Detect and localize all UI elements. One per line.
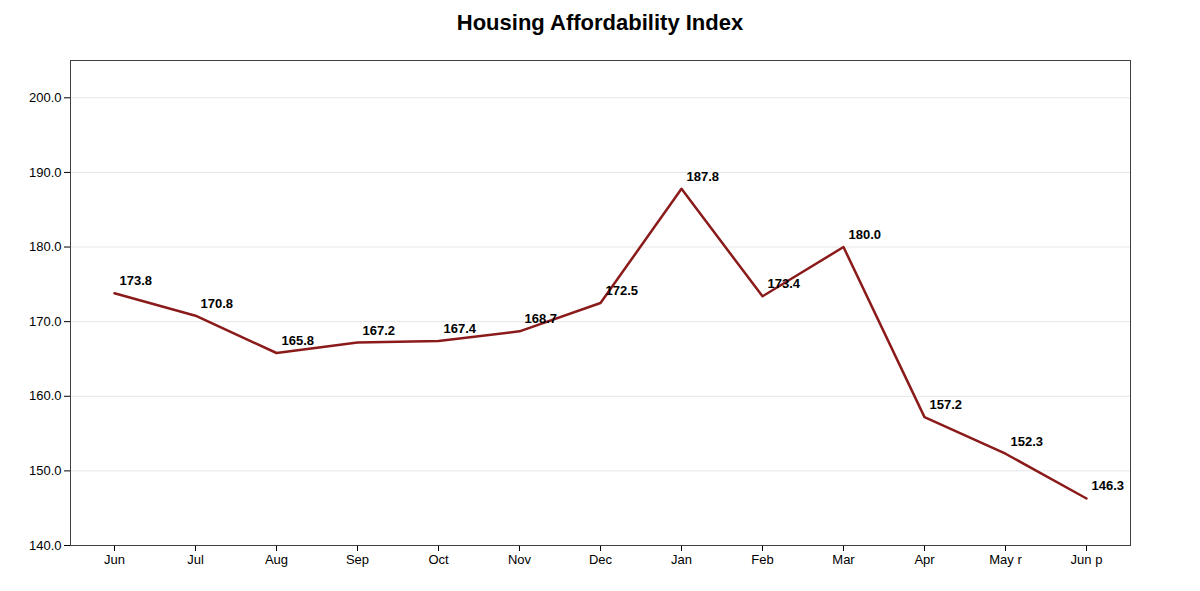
- svg-text:172.5: 172.5: [606, 283, 639, 298]
- svg-text:Nov: Nov: [508, 552, 532, 567]
- svg-text:170.8: 170.8: [201, 296, 234, 311]
- svg-text:Apr: Apr: [914, 552, 935, 567]
- svg-text:168.7: 168.7: [525, 311, 558, 326]
- svg-text:187.8: 187.8: [687, 169, 720, 184]
- svg-text:180.0: 180.0: [849, 227, 882, 242]
- svg-text:Jan: Jan: [671, 552, 692, 567]
- svg-text:167.4: 167.4: [444, 321, 477, 336]
- svg-text:Jun p: Jun p: [1071, 552, 1103, 567]
- svg-text:180.0: 180.0: [29, 239, 62, 254]
- svg-text:Sep: Sep: [346, 552, 369, 567]
- svg-text:Mar: Mar: [832, 552, 855, 567]
- svg-text:160.0: 160.0: [29, 388, 62, 403]
- svg-text:173.8: 173.8: [120, 273, 153, 288]
- svg-text:190.0: 190.0: [29, 165, 62, 180]
- svg-text:167.2: 167.2: [363, 323, 396, 338]
- svg-text:Feb: Feb: [751, 552, 773, 567]
- svg-text:Dec: Dec: [589, 552, 613, 567]
- svg-text:Aug: Aug: [265, 552, 288, 567]
- svg-text:173.4: 173.4: [768, 276, 801, 291]
- svg-text:165.8: 165.8: [282, 333, 315, 348]
- svg-text:May r: May r: [989, 552, 1022, 567]
- svg-text:157.2: 157.2: [930, 397, 963, 412]
- svg-text:170.0: 170.0: [29, 314, 62, 329]
- svg-text:152.3: 152.3: [1011, 434, 1044, 449]
- svg-text:150.0: 150.0: [29, 463, 62, 478]
- svg-text:146.3: 146.3: [1092, 478, 1125, 493]
- svg-text:Jun: Jun: [104, 552, 125, 567]
- svg-text:Oct: Oct: [428, 552, 449, 567]
- svg-text:Jul: Jul: [187, 552, 204, 567]
- svg-text:140.0: 140.0: [29, 538, 62, 553]
- svg-text:200.0: 200.0: [29, 90, 62, 105]
- html-text:Housing Affordability Index: Housing Affordability Index: [456, 10, 744, 35]
